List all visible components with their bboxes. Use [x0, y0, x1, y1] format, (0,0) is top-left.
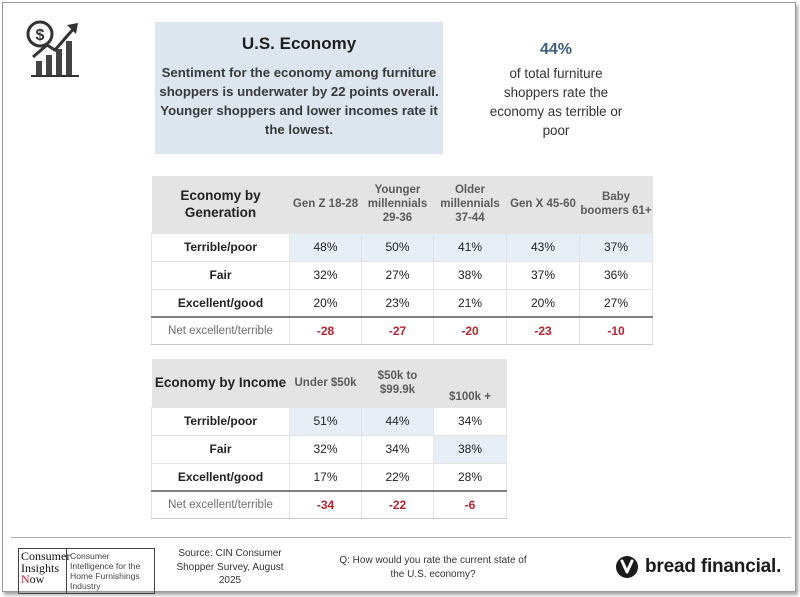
table-cell: 17%: [289, 463, 362, 492]
footer-divider: [11, 537, 791, 538]
table-cell: 50%: [361, 232, 434, 262]
table-cell: 41%: [433, 232, 507, 262]
table-cell: 44%: [361, 406, 434, 436]
table-cell: 27%: [361, 261, 434, 290]
table-cell: 36%: [579, 261, 653, 290]
table-cell: 22%: [361, 463, 434, 492]
table-row-net: Net excellent/terrible -34 -22 -6: [151, 490, 507, 519]
column-header: $100k +: [433, 359, 507, 407]
table-row: Excellent/good 20% 23% 21% 20% 27%: [151, 289, 653, 318]
table-cell: 38%: [433, 435, 507, 464]
row-label: Fair: [151, 435, 290, 464]
column-header: Gen Z 18-28: [289, 176, 362, 233]
column-header: Gen X 45-60: [506, 176, 580, 233]
net-value: -6: [433, 490, 507, 519]
table-cell: 20%: [289, 289, 362, 318]
table-row-net: Net excellent/terrible -28 -27 -20 -23 -…: [151, 316, 653, 345]
stat-value: 44%: [539, 41, 573, 58]
cin-tagline: Consumer Intelligence for the Home Furni…: [67, 548, 155, 594]
row-label: Net excellent/terrible: [151, 490, 290, 519]
table-row: Fair 32% 27% 38% 37% 36%: [151, 261, 653, 290]
bread-financial-logo-icon: [616, 556, 638, 578]
table-row: Excellent/good 17% 22% 28%: [151, 463, 507, 492]
table-cell: 51%: [289, 406, 362, 436]
table-cell: 32%: [289, 435, 362, 464]
row-label: Fair: [151, 261, 290, 290]
net-value: -28: [289, 316, 362, 345]
table-cell: 20%: [506, 289, 580, 318]
income-table: Economy by Income Under $50k $50k to $99…: [151, 359, 507, 519]
table-cell: 37%: [506, 261, 580, 290]
net-value: -27: [361, 316, 434, 345]
svg-text:$: $: [36, 27, 45, 44]
headline-title: U.S. Economy: [241, 34, 357, 53]
table-cell: 48%: [289, 232, 362, 262]
stat-callout: 44% of total furniture shoppers rate the…: [481, 41, 631, 140]
row-label: Terrible/poor: [151, 232, 290, 262]
headline-box: U.S. Economy Sentiment for the economy a…: [155, 22, 443, 154]
table-cell: 32%: [289, 261, 362, 290]
row-label: Excellent/good: [151, 289, 290, 318]
headline-body: Sentiment for the economy among furnitur…: [159, 65, 439, 137]
table-cell: 43%: [506, 232, 580, 262]
table-cell: 37%: [579, 232, 653, 262]
table-row: Terrible/poor 48% 50% 41% 43% 37%: [151, 232, 653, 262]
cin-logo-wordmark: Consumer Insights Now: [18, 548, 70, 594]
generation-table-title: Economy by Generation: [151, 176, 290, 233]
table-cell: 34%: [433, 406, 507, 436]
row-label: Net excellent/terrible: [151, 316, 290, 345]
net-value: -22: [361, 490, 434, 519]
net-value: -20: [433, 316, 507, 345]
table-cell: 23%: [361, 289, 434, 318]
column-header: Baby boomers 61+: [579, 176, 653, 233]
income-table-title: Economy by Income: [151, 359, 290, 407]
net-value: -10: [579, 316, 653, 345]
table-cell: 34%: [361, 435, 434, 464]
bread-financial-logo: bread financial.: [615, 555, 781, 579]
column-header: Older millennials 37-44: [433, 176, 507, 233]
net-value: -34: [289, 490, 362, 519]
survey-question: Q: How would you rate the current state …: [339, 555, 527, 580]
table-cell: 27%: [579, 289, 653, 318]
table-cell: 21%: [433, 289, 507, 318]
row-label: Excellent/good: [151, 463, 290, 492]
column-header: $50k to $99.9k: [361, 359, 434, 407]
column-header: Younger millennials 29-36: [361, 176, 434, 233]
table-row: Fair 32% 34% 38%: [151, 435, 507, 464]
table-cell: 38%: [433, 261, 507, 290]
brand-name: bread financial.: [645, 556, 782, 577]
cin-logo: Consumer Insights Now Consumer Intelligenc…: [18, 548, 155, 594]
table-cell: 28%: [433, 463, 507, 492]
generation-table: Economy by Generation Gen Z 18-28 Younge…: [151, 176, 653, 345]
column-header: Under $50k: [289, 359, 362, 407]
stat-text: of total furniture shoppers rate the eco…: [489, 66, 623, 138]
row-label: Terrible/poor: [151, 406, 290, 436]
net-value: -23: [506, 316, 580, 345]
dollar-growth-chart-icon: $: [26, 20, 79, 77]
source-note: Source: CIN Consumer Shopper Survey, Aug…: [176, 548, 284, 586]
table-row: Terrible/poor 51% 44% 34%: [151, 406, 507, 436]
